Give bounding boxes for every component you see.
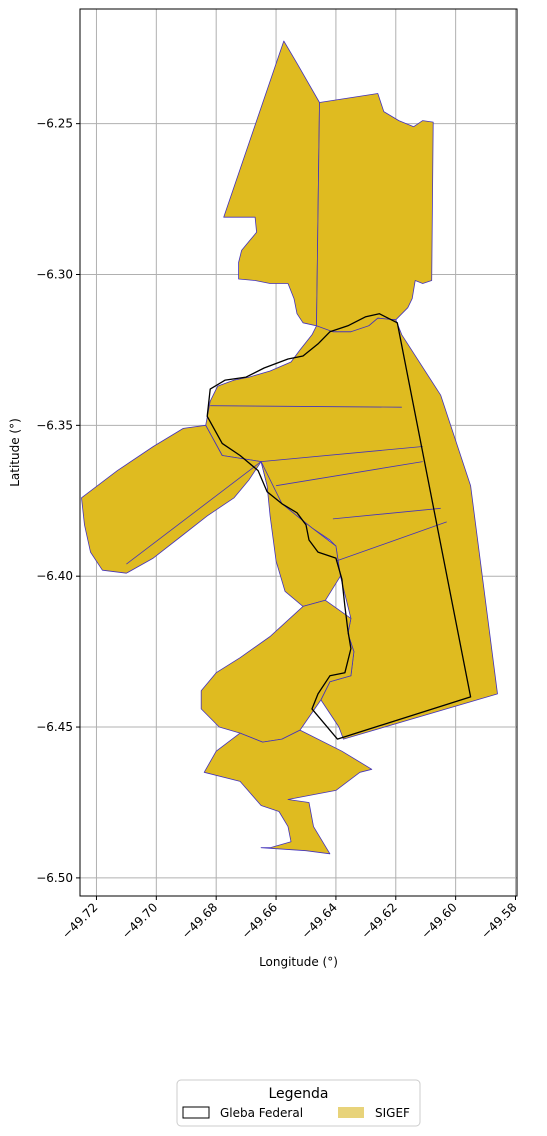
sigef-parcel-boundary-0 <box>210 405 402 408</box>
gleba-federal-polygon-0 <box>206 313 472 740</box>
y-tick-label-4: −6.45 <box>36 720 73 734</box>
y-tick-label-0: −6.25 <box>36 117 73 131</box>
sigef-parcel-boundary-4 <box>335 521 447 562</box>
legend-swatch-gleba-federal <box>182 1106 210 1119</box>
legend-title: Legenda <box>268 1086 328 1102</box>
sigef-parcel-boundary-2 <box>276 461 423 487</box>
sigef-polygon-5 <box>200 599 355 743</box>
sigef-polygon-3 <box>81 424 262 574</box>
sigef-parcel-boundary-3 <box>332 507 441 520</box>
legend-label-gleba-federal: Gleba Federal <box>220 1106 303 1120</box>
x-tick-label-2: −49.68 <box>179 900 220 941</box>
sigef-parcel-boundary-5 <box>126 461 262 565</box>
x-tick-label-5: −49.62 <box>359 900 400 941</box>
x-tick-label-7: −49.58 <box>478 900 519 941</box>
sigef-polygon-0 <box>223 40 320 327</box>
y-tick-label-2: −6.35 <box>36 418 73 432</box>
x-tick-label-4: −49.64 <box>299 900 340 941</box>
legend-label-sigef: SIGEF <box>375 1106 410 1120</box>
legend-swatch-sigef <box>338 1107 364 1118</box>
y-axis-label: Latitude (°) <box>8 418 22 487</box>
x-tick-label-0: −49.72 <box>59 900 100 941</box>
legend: Legenda Gleba Federal SIGEF <box>176 1079 421 1127</box>
map-layers <box>81 40 498 855</box>
y-tick-label-5: −6.50 <box>36 871 73 885</box>
x-tick-label-1: −49.70 <box>119 900 160 941</box>
x-tick-label-6: −49.60 <box>418 900 459 941</box>
x-tick-label-3: −49.66 <box>239 900 280 941</box>
x-axis-label: Longitude (°) <box>259 955 338 969</box>
y-tick-label-3: −6.40 <box>36 569 73 583</box>
sigef-parcel-boundary-1 <box>261 446 423 462</box>
sigef-polygon-1 <box>316 93 434 333</box>
y-tick-label-1: −6.30 <box>36 267 73 281</box>
sigef-polygon-6 <box>203 729 373 855</box>
plot-frame <box>79 8 518 897</box>
